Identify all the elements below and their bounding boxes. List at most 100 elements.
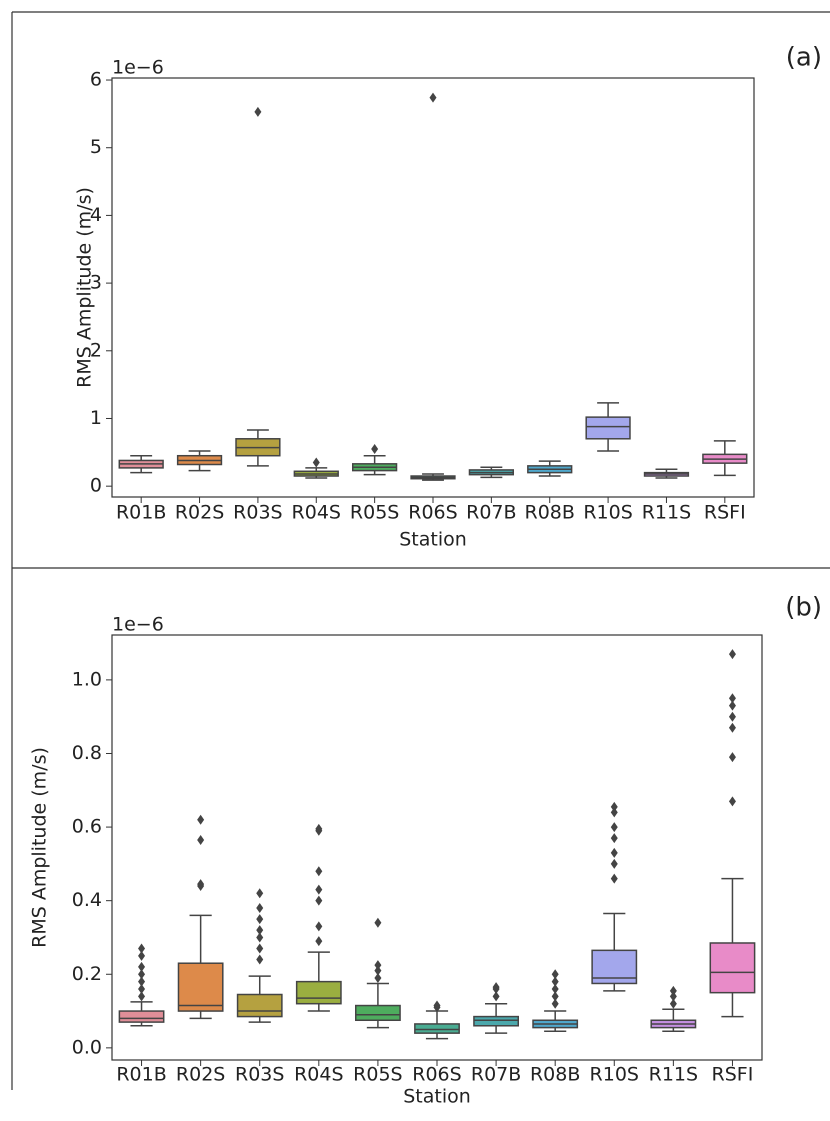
plot-frame bbox=[111, 77, 755, 498]
outlier bbox=[610, 807, 618, 818]
x-tick-label: R07B bbox=[466, 502, 516, 524]
x-tick-label: R05S bbox=[353, 1064, 402, 1086]
outlier bbox=[728, 711, 736, 722]
x-tick-label: R04S bbox=[294, 1064, 343, 1086]
outlier bbox=[374, 917, 382, 928]
outlier bbox=[256, 888, 264, 899]
outlier bbox=[197, 834, 205, 845]
panel-label: (a) bbox=[786, 43, 822, 73]
outlier bbox=[256, 932, 264, 943]
outlier bbox=[256, 943, 264, 954]
x-tick-label: R05S bbox=[350, 502, 399, 524]
box bbox=[355, 1004, 401, 1022]
x-tick-label: R04S bbox=[292, 502, 341, 524]
offset-label: 1e−6 bbox=[112, 614, 164, 636]
outlier bbox=[551, 998, 559, 1009]
outlier bbox=[551, 983, 559, 994]
outlier bbox=[371, 443, 379, 454]
outlier bbox=[374, 972, 382, 983]
box bbox=[118, 1010, 165, 1023]
outlier bbox=[256, 925, 264, 936]
outlier bbox=[138, 983, 146, 994]
offset-label: 1e−6 bbox=[112, 57, 164, 79]
outlier bbox=[610, 833, 618, 844]
outlier bbox=[138, 961, 146, 972]
outlier bbox=[492, 982, 500, 993]
y-tick-label: 6 bbox=[90, 69, 102, 91]
outlier bbox=[728, 722, 736, 733]
outlier bbox=[138, 969, 146, 980]
outlier bbox=[728, 649, 736, 660]
x-tick-label: R11S bbox=[642, 502, 691, 524]
y-tick-label: 0.6 bbox=[72, 816, 102, 838]
box bbox=[414, 1023, 460, 1034]
y-tick-label: 5 bbox=[90, 136, 102, 158]
x-tick-label: R03S bbox=[235, 1064, 284, 1086]
x-tick-label: R02S bbox=[175, 502, 224, 524]
outlier bbox=[669, 998, 677, 1009]
outlier bbox=[374, 960, 382, 971]
y-tick-label: 1.0 bbox=[72, 668, 102, 690]
box bbox=[295, 980, 342, 1005]
outlier bbox=[551, 991, 559, 1002]
outlier bbox=[197, 814, 205, 825]
outlier bbox=[315, 866, 323, 877]
outlier bbox=[315, 895, 323, 906]
x-axis-label: Station bbox=[403, 1086, 471, 1108]
outlier bbox=[669, 991, 677, 1002]
x-tick-label: R06S bbox=[412, 1064, 461, 1086]
x-tick-label: R01B bbox=[116, 1064, 166, 1086]
x-tick-label: R11S bbox=[649, 1064, 698, 1086]
outlier bbox=[254, 106, 262, 117]
y-tick-label: 0.4 bbox=[72, 889, 102, 911]
outlier bbox=[551, 976, 559, 987]
outlier bbox=[138, 943, 146, 954]
x-tick-label: R01B bbox=[116, 502, 166, 524]
plot-frame bbox=[111, 634, 763, 1061]
y-tick-label: 0.0 bbox=[72, 1036, 102, 1058]
outlier bbox=[138, 991, 146, 1002]
x-tick-label: R10S bbox=[590, 1064, 639, 1086]
outlier bbox=[610, 847, 618, 858]
outlier bbox=[138, 950, 146, 961]
outlier bbox=[197, 879, 205, 890]
x-axis-label: Station bbox=[399, 529, 467, 551]
box bbox=[236, 993, 283, 1018]
x-tick-label: R03S bbox=[233, 502, 282, 524]
y-tick-label: 0 bbox=[90, 475, 102, 497]
box bbox=[177, 962, 224, 1012]
outlier bbox=[374, 965, 382, 976]
x-tick-label: RSFI bbox=[704, 502, 746, 524]
outlier bbox=[728, 752, 736, 763]
outlier bbox=[429, 92, 437, 103]
y-tick-label: 4 bbox=[90, 204, 102, 226]
y-tick-label: 3 bbox=[90, 272, 102, 294]
y-axis-label: RMS Amplitude (m/s) bbox=[74, 187, 96, 388]
x-tick-label: R10S bbox=[583, 502, 632, 524]
x-tick-label: R02S bbox=[176, 1064, 225, 1086]
y-axis-label: RMS Amplitude (m/s) bbox=[29, 747, 51, 948]
outlier bbox=[312, 457, 320, 468]
outlier bbox=[138, 976, 146, 987]
outlier bbox=[728, 796, 736, 807]
x-tick-label: RSFI bbox=[712, 1064, 754, 1086]
outlier bbox=[610, 822, 618, 833]
box bbox=[473, 1015, 520, 1027]
outlier bbox=[315, 936, 323, 947]
outlier bbox=[433, 1000, 441, 1011]
y-tick-label: 1 bbox=[90, 407, 102, 429]
box bbox=[585, 416, 631, 440]
y-tick-label: 2 bbox=[90, 339, 102, 361]
box bbox=[709, 942, 756, 994]
x-tick-label: R08B bbox=[530, 1064, 580, 1086]
outlier bbox=[315, 921, 323, 932]
outlier bbox=[728, 700, 736, 711]
outlier bbox=[315, 884, 323, 895]
outlier bbox=[315, 823, 323, 834]
y-tick-label: 0.2 bbox=[72, 963, 102, 985]
y-tick-label: 0.8 bbox=[72, 742, 102, 764]
outlier bbox=[610, 858, 618, 869]
outlier bbox=[492, 991, 500, 1002]
x-tick-label: R07B bbox=[471, 1064, 521, 1086]
